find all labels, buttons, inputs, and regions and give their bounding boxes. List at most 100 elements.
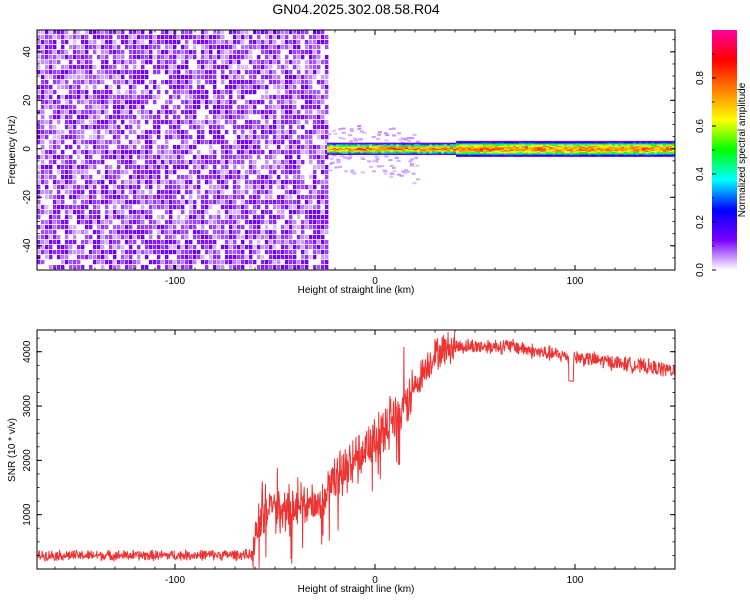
heatmap-cell xyxy=(233,240,237,245)
heatmap-cell xyxy=(189,250,193,255)
heatmap-cell xyxy=(213,240,217,245)
heatmap-cell xyxy=(313,185,317,190)
heatmap-cell xyxy=(117,90,121,95)
heatmap-cell xyxy=(313,250,317,255)
heatmap-cell xyxy=(249,130,253,135)
heatmap-cell xyxy=(185,230,189,235)
heatmap-cell xyxy=(636,142,640,144)
heatmap-cell xyxy=(133,150,137,155)
heatmap-cell xyxy=(624,147,628,149)
heatmap-cell xyxy=(325,190,329,195)
heatmap-cell xyxy=(53,65,57,70)
heatmap-cell xyxy=(181,80,185,85)
heatmap-cell xyxy=(600,148,604,150)
heatmap-cell xyxy=(233,250,237,255)
heatmap-cell xyxy=(447,150,451,152)
heatmap-cell xyxy=(630,147,634,149)
heatmap-cell xyxy=(153,240,157,245)
heatmap-cell xyxy=(129,30,133,35)
heatmap-cell xyxy=(321,150,325,155)
heatmap-cell xyxy=(576,150,580,152)
heatmap-cell xyxy=(594,147,598,149)
heatmap-cell xyxy=(237,185,241,190)
heatmap-cell xyxy=(325,250,329,255)
heatmap-cell xyxy=(169,50,173,55)
heatmap-cell xyxy=(600,143,604,145)
heatmap-cell xyxy=(77,265,81,270)
heatmap-cell xyxy=(639,143,643,145)
heatmap-cell xyxy=(241,260,245,265)
heatmap-cell xyxy=(621,151,625,154)
heatmap-cell xyxy=(169,150,173,155)
heatmap-cell xyxy=(612,148,616,150)
heatmap-cell xyxy=(561,150,565,152)
heatmap-cell xyxy=(531,150,535,152)
heatmap-cell xyxy=(137,165,141,170)
heatmap-cell xyxy=(477,145,481,148)
heatmap-cell xyxy=(301,180,305,185)
heatmap-cell xyxy=(177,200,181,205)
heatmap-cell xyxy=(281,240,285,245)
heatmap-cell xyxy=(666,140,670,143)
heatmap-cell xyxy=(149,160,153,165)
heatmap-cell xyxy=(133,45,137,50)
heatmap-cell xyxy=(237,150,241,155)
heatmap-cell xyxy=(45,190,49,195)
heatmap-cell xyxy=(459,145,463,148)
heatmap-cell xyxy=(245,115,249,120)
heatmap-cell xyxy=(105,35,109,40)
heatmap-cell xyxy=(351,148,355,151)
heatmap-cell xyxy=(73,55,77,60)
heatmap-cell xyxy=(654,150,658,152)
heatmap-cell xyxy=(297,140,301,145)
heatmap-cell xyxy=(209,255,213,260)
heatmap-cell xyxy=(357,151,361,153)
heatmap-cell xyxy=(177,65,181,70)
heatmap-cell xyxy=(642,150,646,152)
heatmap-cell xyxy=(205,205,209,210)
heatmap-cell xyxy=(69,195,73,200)
heatmap-cell xyxy=(257,155,261,160)
heatmap-cell xyxy=(109,195,113,200)
heatmap-cell xyxy=(89,190,93,195)
heatmap-cell xyxy=(237,230,241,235)
heatmap-cell xyxy=(468,145,472,148)
heatmap-cell xyxy=(495,150,499,152)
heatmap-cell xyxy=(57,255,61,260)
heatmap-cell xyxy=(459,144,463,146)
heatmap-cell xyxy=(417,145,421,147)
heatmap-cell xyxy=(229,155,233,160)
heatmap-cell xyxy=(165,225,169,230)
heatmap-cell xyxy=(489,154,493,156)
heatmap-cell xyxy=(249,180,253,185)
heatmap-cell xyxy=(633,148,637,150)
heatmap-cell xyxy=(245,100,249,105)
heatmap-cell xyxy=(89,220,93,225)
heatmap-cell xyxy=(265,105,269,110)
heatmap-cell xyxy=(414,152,418,154)
heatmap-cell xyxy=(85,70,89,75)
heatmap-cell xyxy=(317,105,321,110)
heatmap-cell xyxy=(49,190,53,195)
heatmap-cell xyxy=(651,153,655,155)
heatmap-cell xyxy=(137,190,141,195)
heatmap-cell xyxy=(285,35,289,40)
heatmap-cell xyxy=(558,154,562,156)
heatmap-cell xyxy=(579,149,583,151)
heatmap-cell xyxy=(399,145,403,147)
heatmap-cell xyxy=(289,115,293,120)
heatmap-cell xyxy=(61,55,65,60)
heatmap-cell xyxy=(197,90,201,95)
heatmap-cell xyxy=(555,149,559,151)
heatmap-cell xyxy=(546,149,550,151)
heatmap-cell xyxy=(89,100,93,105)
heatmap-cell xyxy=(576,142,580,144)
heatmap-cell xyxy=(253,70,257,75)
heatmap-cell xyxy=(351,153,355,155)
heatmap-cell xyxy=(73,150,77,155)
heatmap-cell xyxy=(321,35,325,40)
heatmap-cell xyxy=(277,130,281,135)
heatmap-cell xyxy=(105,175,109,180)
heatmap-cell xyxy=(636,150,640,152)
heatmap-cell xyxy=(321,155,325,160)
